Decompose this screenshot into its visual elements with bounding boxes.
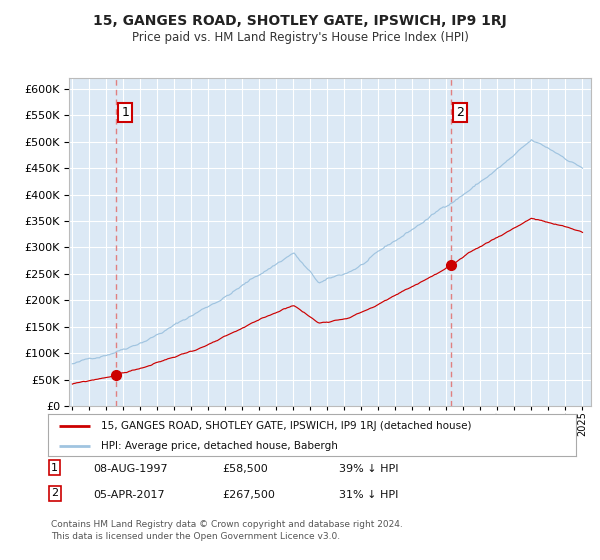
Text: 1: 1 (51, 463, 58, 473)
Text: 1: 1 (121, 106, 129, 119)
Text: 31% ↓ HPI: 31% ↓ HPI (339, 490, 398, 500)
Text: £267,500: £267,500 (222, 490, 275, 500)
Text: 05-APR-2017: 05-APR-2017 (93, 490, 164, 500)
Text: £58,500: £58,500 (222, 464, 268, 474)
Text: Price paid vs. HM Land Registry's House Price Index (HPI): Price paid vs. HM Land Registry's House … (131, 31, 469, 44)
Text: 2: 2 (51, 488, 58, 498)
Text: 15, GANGES ROAD, SHOTLEY GATE, IPSWICH, IP9 1RJ: 15, GANGES ROAD, SHOTLEY GATE, IPSWICH, … (93, 14, 507, 28)
Text: HPI: Average price, detached house, Babergh: HPI: Average price, detached house, Babe… (101, 441, 338, 451)
Text: 2: 2 (456, 106, 464, 119)
Text: 15, GANGES ROAD, SHOTLEY GATE, IPSWICH, IP9 1RJ (detached house): 15, GANGES ROAD, SHOTLEY GATE, IPSWICH, … (101, 421, 472, 431)
Text: Contains HM Land Registry data © Crown copyright and database right 2024.
This d: Contains HM Land Registry data © Crown c… (51, 520, 403, 541)
Text: 08-AUG-1997: 08-AUG-1997 (93, 464, 167, 474)
Text: 39% ↓ HPI: 39% ↓ HPI (339, 464, 398, 474)
